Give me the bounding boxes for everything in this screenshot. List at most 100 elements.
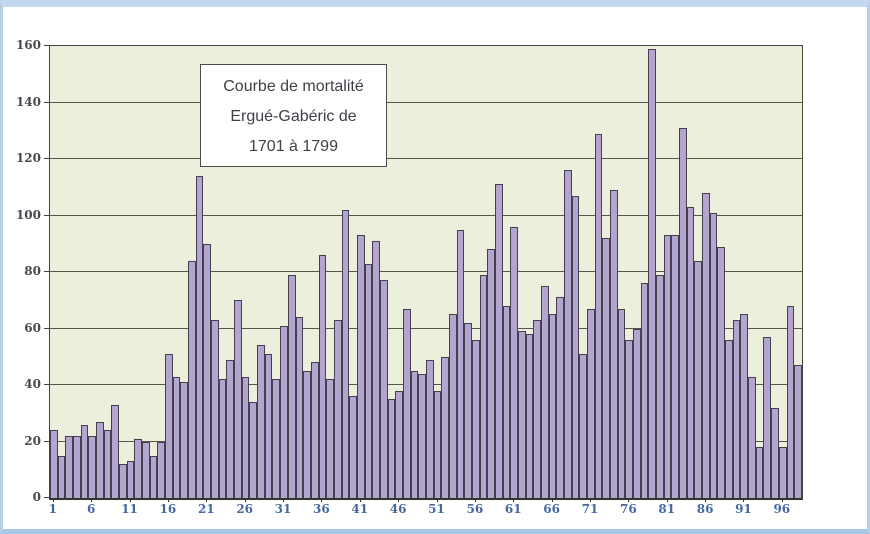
bar-year-87 xyxy=(709,212,718,498)
bar-year-98 xyxy=(794,365,802,498)
x-axis-label-61: 61 xyxy=(504,502,522,516)
bar-year-5 xyxy=(80,424,89,498)
gridline-140 xyxy=(50,101,802,103)
x-axis-label-96: 96 xyxy=(773,502,791,516)
bar-year-78 xyxy=(640,283,649,498)
x-axis-label-56: 56 xyxy=(466,502,484,516)
x-axis-label-6: 6 xyxy=(87,502,96,516)
bar-year-8 xyxy=(103,430,112,498)
bar-year-65 xyxy=(541,286,549,498)
bar-year-6 xyxy=(88,435,97,498)
bar-year-23 xyxy=(218,379,227,498)
x-axis-tick xyxy=(283,498,285,502)
chart-title-box: Courbe de mortalité Ergué-Gabéric de 170… xyxy=(200,64,387,167)
bar-year-46 xyxy=(395,390,403,498)
bar-year-62 xyxy=(517,331,526,498)
bar-year-26 xyxy=(241,376,250,498)
x-axis-tick xyxy=(436,498,438,502)
bar-year-39 xyxy=(341,209,350,498)
gridline-60 xyxy=(50,327,802,329)
bar-year-9 xyxy=(111,404,120,498)
x-axis-tick xyxy=(321,498,323,502)
bar-year-93 xyxy=(755,447,764,498)
bar-year-30 xyxy=(272,379,281,498)
y-axis-tick xyxy=(44,101,49,103)
x-axis-tick xyxy=(781,498,783,502)
bar-year-2 xyxy=(57,455,66,498)
plot-area xyxy=(49,45,803,500)
x-axis-label-16: 16 xyxy=(159,502,177,516)
y-axis-label-80: 80 xyxy=(24,264,41,278)
bar-year-11 xyxy=(126,461,135,498)
x-axis-tick xyxy=(129,498,131,502)
bar-year-53 xyxy=(448,314,457,498)
x-axis-label-1: 1 xyxy=(48,502,57,516)
bar-year-22 xyxy=(211,320,219,498)
bar-year-34 xyxy=(303,370,311,498)
bar-year-74 xyxy=(610,190,618,498)
y-axis-label-160: 160 xyxy=(15,38,41,52)
bar-year-64 xyxy=(533,320,541,498)
x-axis-label-21: 21 xyxy=(197,502,215,516)
bar-year-14 xyxy=(149,455,158,498)
x-axis-tick xyxy=(359,498,361,502)
bar-year-42 xyxy=(364,263,373,498)
bar-year-84 xyxy=(686,207,695,498)
bar-year-59 xyxy=(494,184,503,498)
x-axis-tick xyxy=(705,498,707,502)
bar-year-86 xyxy=(702,192,710,498)
bar-year-88 xyxy=(717,246,726,498)
bar-year-97 xyxy=(786,305,795,498)
bar-year-82 xyxy=(671,235,680,498)
bar-year-31 xyxy=(280,325,288,498)
x-axis-tick xyxy=(589,498,591,502)
x-axis-tick xyxy=(52,498,54,502)
chart-title-line-3: 1701 à 1799 xyxy=(249,138,338,155)
bar-year-81 xyxy=(663,235,672,498)
bar-year-96 xyxy=(778,447,787,498)
y-axis-tick xyxy=(44,271,49,272)
bar-year-55 xyxy=(464,322,472,498)
x-axis-label-11: 11 xyxy=(121,502,138,516)
bar-year-32 xyxy=(287,274,296,498)
bar-year-94 xyxy=(763,336,772,498)
bar-year-68 xyxy=(564,170,572,498)
bar-year-40 xyxy=(349,396,357,498)
bar-year-61 xyxy=(510,226,518,498)
bar-year-83 xyxy=(679,127,687,498)
x-axis-tick xyxy=(628,498,630,502)
gridline-80 xyxy=(50,271,802,272)
bar-year-15 xyxy=(157,441,166,498)
y-axis-label-120: 120 xyxy=(15,151,41,165)
y-axis-label-20: 20 xyxy=(24,433,41,448)
bar-year-57 xyxy=(479,274,488,498)
y-axis-label-40: 40 xyxy=(24,377,41,391)
x-axis-label-36: 36 xyxy=(313,502,330,516)
bar-series xyxy=(50,46,802,498)
x-axis-tick xyxy=(167,498,169,502)
x-axis-tick xyxy=(743,498,745,502)
bar-year-10 xyxy=(119,464,127,498)
bar-year-21 xyxy=(203,243,212,498)
bar-year-80 xyxy=(656,274,664,498)
y-axis-label-0: 0 xyxy=(32,490,41,504)
bar-year-36 xyxy=(318,255,327,498)
y-axis-tick xyxy=(44,384,49,385)
bar-year-13 xyxy=(142,441,150,498)
bar-year-12 xyxy=(134,438,143,498)
x-axis-label-91: 91 xyxy=(735,502,752,516)
bar-year-45 xyxy=(387,399,396,498)
bar-year-51 xyxy=(433,390,442,498)
chart-title-line-1: Courbe de mortalité xyxy=(223,78,364,95)
bar-year-73 xyxy=(602,238,611,498)
bar-year-35 xyxy=(310,362,319,498)
bar-year-43 xyxy=(372,240,380,498)
bar-year-1 xyxy=(50,430,58,498)
bar-year-54 xyxy=(456,229,465,498)
bar-year-95 xyxy=(771,407,779,498)
bar-year-16 xyxy=(165,353,173,498)
bar-year-91 xyxy=(740,314,749,498)
x-axis-tick xyxy=(91,498,93,502)
x-axis-tick xyxy=(206,498,208,502)
bar-year-77 xyxy=(633,328,641,498)
